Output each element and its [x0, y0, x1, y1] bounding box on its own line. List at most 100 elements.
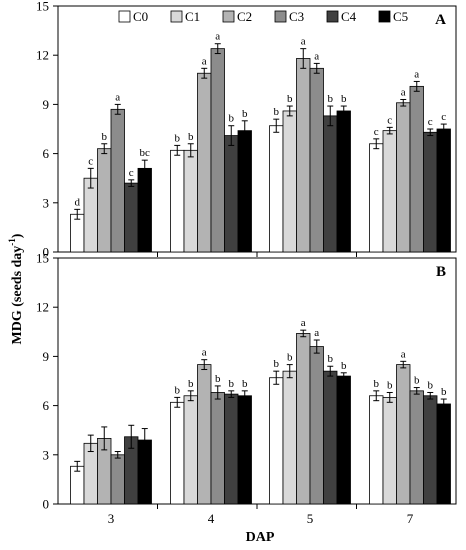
bar-c3: [110, 454, 125, 505]
significance-label: a: [401, 86, 406, 98]
significance-label: c: [374, 126, 379, 138]
y-tick-label: 12: [36, 300, 49, 315]
y-axis-title-superscript: -1: [7, 238, 17, 246]
significance-label: b: [341, 360, 347, 372]
significance-label: b: [102, 131, 108, 143]
legend-label-c5: C5: [393, 9, 408, 24]
panel-label: A: [435, 12, 446, 28]
y-axis-title: MDG (seeds day-1): [7, 233, 25, 344]
bar-c0: [269, 377, 284, 505]
significance-label: b: [188, 378, 194, 390]
significance-label: a: [414, 68, 419, 80]
legend-label-c1: C1: [185, 9, 200, 24]
significance-label: b: [175, 132, 181, 144]
y-tick-label: 6: [43, 398, 50, 413]
bar-c4: [323, 115, 338, 253]
x-tick-label: 3: [108, 511, 115, 526]
y-tick-label: 12: [36, 48, 49, 63]
legend: C0 C1 C2 C3 C4 C5: [118, 9, 408, 24]
legend-swatch-c2: [222, 10, 235, 23]
significance-label: b: [188, 131, 194, 143]
bar-c0: [369, 395, 384, 505]
x-tick-label: 5: [307, 511, 314, 526]
significance-label: b: [215, 373, 221, 385]
bar-c3: [110, 108, 125, 253]
bar-c1: [282, 110, 297, 253]
x-axis-title: DAP: [246, 530, 275, 545]
significance-label: a: [401, 348, 406, 360]
legend-label-c3: C3: [289, 9, 304, 24]
legend-swatch-c3: [274, 10, 287, 23]
panel-label: B: [436, 264, 446, 280]
bar-c2: [197, 72, 212, 253]
bar-c1: [183, 149, 198, 253]
significance-label: b: [274, 358, 280, 370]
legend-label-c0: C0: [133, 9, 148, 24]
bar-c3: [309, 67, 324, 253]
bar-c5: [336, 375, 351, 505]
bar-c0: [269, 125, 284, 253]
bar-c0: [170, 149, 185, 253]
bar-c4: [124, 182, 139, 253]
bar-c1: [382, 396, 397, 505]
legend-swatch-c1: [170, 10, 183, 23]
bar-c2: [396, 364, 411, 505]
significance-label: a: [115, 91, 120, 103]
bar-c2: [197, 364, 212, 505]
bar-c5: [436, 128, 451, 253]
bar-c0: [70, 213, 85, 253]
significance-label: a: [314, 327, 319, 339]
bar-c5: [336, 110, 351, 253]
y-tick-label: 15: [36, 251, 49, 266]
bar-c2: [97, 148, 112, 253]
significance-label: c: [129, 167, 134, 179]
y-tick-label: 15: [36, 0, 49, 14]
bar-c3: [409, 390, 424, 505]
bar-c2: [396, 102, 411, 253]
bar-c5: [137, 167, 152, 253]
bar-c4: [423, 395, 438, 505]
bar-c1: [183, 395, 198, 505]
bar-c1: [83, 177, 98, 253]
bar-c1: [282, 370, 297, 505]
significance-label: c: [428, 116, 433, 128]
bar-c0: [369, 143, 384, 253]
bar-c2: [296, 333, 311, 505]
legend-swatch-c5: [378, 10, 391, 23]
significance-label: d: [75, 196, 81, 208]
bar-c0: [70, 465, 85, 505]
significance-label: b: [287, 93, 293, 105]
y-tick-label: 3: [43, 195, 50, 210]
bar-c3: [210, 392, 225, 505]
significance-label: b: [328, 353, 334, 365]
bar-c5: [436, 403, 451, 505]
bar-c4: [323, 370, 338, 505]
significance-label: a: [301, 317, 306, 329]
bar-c3: [309, 346, 324, 505]
bar-c2: [296, 58, 311, 253]
legend-label-c4: C4: [341, 9, 357, 24]
significance-label: a: [314, 50, 319, 62]
significance-label: a: [215, 31, 220, 43]
significance-label: a: [202, 55, 207, 67]
significance-label: b: [414, 375, 420, 387]
significance-label: b: [341, 93, 347, 105]
significance-label: b: [242, 108, 248, 120]
x-tick-label: 4: [208, 511, 215, 526]
significance-label: b: [387, 379, 393, 391]
significance-label: b: [229, 378, 235, 390]
bar-c3: [409, 85, 424, 253]
significance-label: c: [88, 155, 93, 167]
legend-label-c2: C2: [237, 9, 252, 24]
significance-label: b: [229, 113, 235, 125]
y-axis-title-close: ): [10, 233, 25, 238]
significance-label: b: [287, 352, 293, 364]
significance-label: bc: [140, 147, 151, 159]
bar-c4: [423, 131, 438, 253]
significance-label: b: [274, 106, 280, 118]
significance-label: b: [242, 378, 248, 390]
bar-c1: [382, 130, 397, 253]
